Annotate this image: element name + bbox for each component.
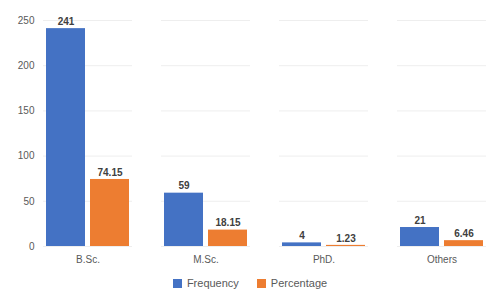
html-text:Frequency: Frequency [186, 277, 239, 289]
svg-text:0: 0 [29, 241, 35, 252]
svg-text:21: 21 [414, 215, 426, 226]
svg-text:M.Sc.: M.Sc. [193, 254, 219, 265]
svg-text:74.15: 74.15 [97, 167, 122, 178]
svg-text:B.Sc.: B.Sc. [76, 254, 100, 265]
svg-text:Others: Others [427, 254, 457, 265]
svg-text:100: 100 [18, 150, 35, 161]
html-text:Percentage: Percentage [270, 277, 328, 289]
svg-text:18.15: 18.15 [215, 217, 240, 228]
svg-text:PhD.: PhD. [313, 254, 335, 265]
svg-text:200: 200 [18, 60, 35, 71]
svg-text:241: 241 [58, 16, 75, 27]
svg-text:50: 50 [23, 196, 35, 207]
svg-text:1.23: 1.23 [336, 233, 356, 244]
svg-text:150: 150 [18, 105, 35, 116]
svg-text:6.46: 6.46 [454, 228, 474, 239]
svg-text:4: 4 [299, 230, 305, 241]
svg-text:250: 250 [18, 15, 35, 26]
svg-text:59: 59 [178, 180, 190, 191]
